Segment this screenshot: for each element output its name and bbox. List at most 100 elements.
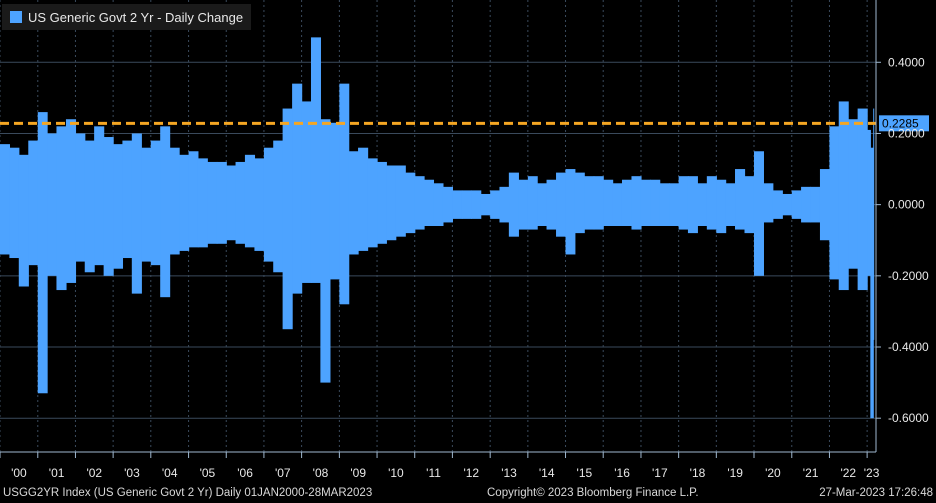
series-bar — [160, 126, 171, 298]
series-bar — [254, 158, 265, 251]
series-bar — [273, 140, 284, 273]
x-tick-label: '02 — [86, 466, 102, 480]
series-bar — [650, 179, 661, 226]
series-bar — [782, 193, 793, 216]
series-bar — [810, 186, 821, 223]
series-bar — [565, 169, 576, 255]
y-tick-label: 0.4000 — [888, 55, 925, 69]
series-bar — [75, 133, 86, 262]
reference-value-badge — [879, 115, 929, 132]
series-bar — [244, 154, 256, 248]
series-bar — [612, 183, 623, 226]
series-bar — [593, 176, 604, 230]
x-tick-label: '06 — [237, 466, 253, 480]
y-tick-label: -0.6000 — [888, 411, 929, 425]
reference-value-label: 0.2285 — [882, 116, 919, 130]
x-tick-label: '05 — [200, 466, 216, 480]
series-bar — [216, 161, 227, 244]
y-tick-label: -0.2000 — [888, 269, 929, 283]
y-tick-label: -0.4000 — [888, 340, 929, 354]
x-tick-label: '10 — [388, 466, 404, 480]
series-bar — [103, 137, 114, 276]
series-bar — [358, 147, 369, 251]
series-bar — [169, 147, 180, 255]
series-bar — [263, 147, 274, 262]
x-tick-label: '23 — [864, 466, 880, 480]
series-bar — [753, 151, 764, 276]
series-bar — [556, 172, 567, 237]
series-bar — [197, 158, 208, 248]
axes: 0.4000 0.2000 0.0000 -0.2000 -0.4000 -0.6000 '… — [0, 0, 929, 480]
series-bar — [603, 179, 614, 226]
x-tick-label: '15 — [577, 466, 593, 480]
series-bar — [329, 122, 340, 280]
series-bar — [56, 126, 67, 291]
series-bar — [490, 190, 501, 219]
series-bar — [829, 126, 840, 280]
series-bar — [873, 108, 875, 340]
series-bar — [282, 108, 293, 330]
series-bar — [735, 169, 746, 230]
series-bar — [499, 186, 510, 223]
series-bar — [697, 183, 708, 226]
series-bar — [188, 151, 199, 248]
series-bar — [320, 119, 331, 383]
series-bar — [772, 190, 783, 219]
series-bar — [414, 176, 425, 230]
series-bar — [461, 190, 472, 219]
x-tick-label: '22 — [840, 466, 856, 480]
series-bar — [28, 140, 39, 266]
legend: US Generic Govt 2 Yr - Daily Change — [2, 4, 252, 30]
series-bar — [527, 176, 538, 230]
series-bar — [669, 183, 680, 226]
series-bar — [395, 165, 406, 237]
series-bar — [292, 83, 303, 294]
series-bar — [706, 176, 717, 230]
y-tick-label: 0.0000 — [888, 198, 925, 212]
series-bar — [508, 172, 519, 237]
x-tick-label: '12 — [463, 466, 479, 480]
series-bar — [867, 129, 871, 276]
series-bar — [471, 190, 482, 219]
footer-index-info: USGG2YR Index (US Generic Govt 2 Yr) Dai… — [3, 487, 373, 499]
series-bar — [716, 179, 727, 234]
y-tick-label: 0.2000 — [888, 126, 925, 140]
x-tick-label: '07 — [275, 466, 291, 480]
series-bar — [18, 154, 29, 287]
series-bar — [0, 144, 10, 255]
x-tick-label: '09 — [350, 466, 366, 480]
series-bar — [37, 112, 48, 394]
series-bar — [857, 108, 868, 291]
x-tick-label: '20 — [765, 466, 781, 480]
legend-swatch — [10, 11, 22, 23]
series-bar — [131, 133, 142, 294]
series-bars — [0, 37, 875, 419]
reference-line: 0.2285 — [0, 115, 929, 132]
series-bar — [367, 158, 378, 248]
x-tick-label: '18 — [690, 466, 706, 480]
series-bar — [452, 190, 463, 219]
series-bar — [631, 176, 642, 230]
series-bar — [84, 140, 95, 273]
series-bar — [819, 169, 831, 241]
series-bar — [838, 101, 849, 291]
series-bar — [801, 186, 812, 223]
series-bar — [386, 165, 397, 241]
series-bar — [141, 147, 152, 262]
series-bar — [348, 151, 359, 255]
series-bar — [659, 183, 670, 226]
series-bar — [150, 140, 161, 266]
x-tick-label: '14 — [539, 466, 555, 480]
x-tick-label: '21 — [803, 466, 819, 480]
series-bar — [791, 190, 802, 219]
series-bar — [339, 83, 350, 305]
footer-copyright: Copyright© 2023 Bloomberg Finance L.P. — [487, 487, 699, 499]
x-tick-label: '11 — [426, 466, 441, 480]
series-bar — [621, 179, 633, 226]
series-bar — [301, 101, 312, 283]
series-bar — [47, 133, 58, 276]
series-bar — [574, 172, 585, 234]
series-bar — [226, 165, 237, 241]
series-bar — [113, 144, 124, 269]
